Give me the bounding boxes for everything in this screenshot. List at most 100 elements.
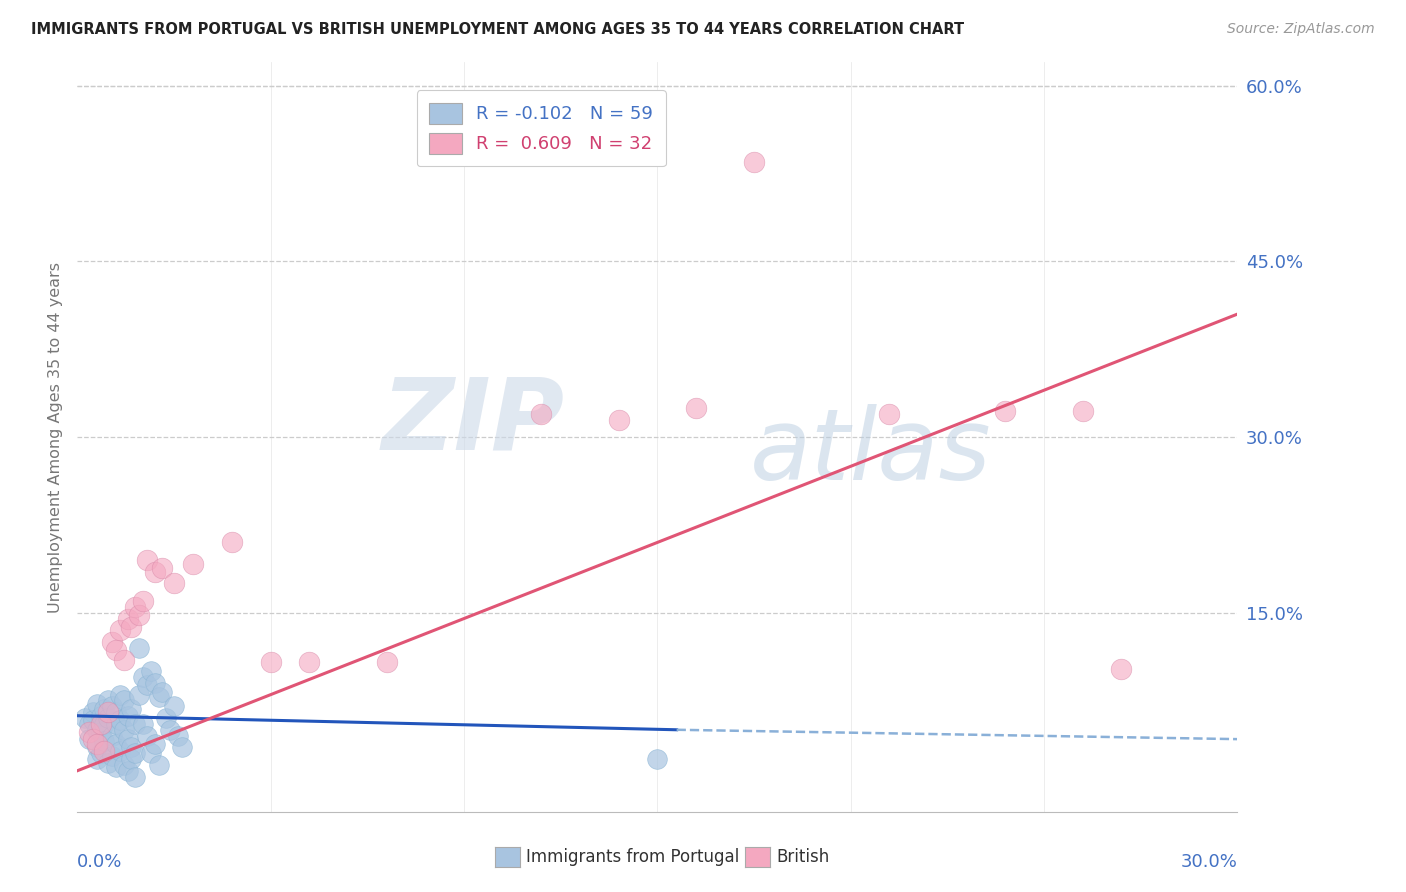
Text: IMMIGRANTS FROM PORTUGAL VS BRITISH UNEMPLOYMENT AMONG AGES 35 TO 44 YEARS CORRE: IMMIGRANTS FROM PORTUGAL VS BRITISH UNEM… bbox=[31, 22, 965, 37]
Point bbox=[93, 717, 115, 731]
Point bbox=[117, 708, 139, 723]
Point bbox=[97, 756, 120, 770]
Text: Source: ZipAtlas.com: Source: ZipAtlas.com bbox=[1227, 22, 1375, 37]
Point bbox=[121, 620, 143, 634]
Point bbox=[1071, 404, 1094, 418]
Point bbox=[143, 565, 166, 579]
Point bbox=[82, 732, 104, 747]
Point bbox=[117, 764, 139, 778]
Point bbox=[77, 732, 100, 747]
Point bbox=[132, 717, 155, 731]
Point bbox=[152, 685, 174, 699]
Point bbox=[97, 693, 120, 707]
Point bbox=[105, 717, 127, 731]
Text: ZIP: ZIP bbox=[381, 374, 565, 471]
Point bbox=[93, 744, 115, 758]
Point bbox=[93, 701, 115, 715]
Point bbox=[101, 748, 124, 763]
Point bbox=[117, 732, 139, 747]
Point bbox=[136, 678, 159, 692]
Point bbox=[105, 737, 127, 751]
Point bbox=[298, 655, 321, 669]
Point bbox=[132, 670, 155, 684]
Point bbox=[124, 599, 146, 614]
Point bbox=[86, 697, 108, 711]
Point bbox=[121, 740, 143, 755]
Point bbox=[90, 725, 111, 739]
Point bbox=[90, 746, 111, 760]
Point bbox=[93, 734, 115, 748]
Point bbox=[143, 737, 166, 751]
Point bbox=[128, 608, 150, 623]
Point bbox=[101, 699, 124, 714]
Point bbox=[86, 752, 108, 766]
Point bbox=[166, 729, 188, 743]
Point bbox=[1111, 662, 1133, 676]
Point bbox=[75, 711, 96, 725]
Point bbox=[108, 714, 131, 728]
Point bbox=[143, 676, 166, 690]
Y-axis label: Unemployment Among Ages 35 to 44 years: Unemployment Among Ages 35 to 44 years bbox=[48, 261, 63, 613]
Point bbox=[128, 688, 150, 702]
Point bbox=[86, 737, 108, 751]
Point bbox=[86, 740, 108, 755]
Point bbox=[108, 688, 131, 702]
Point bbox=[685, 401, 707, 415]
Point bbox=[90, 717, 111, 731]
Point bbox=[128, 640, 150, 655]
Point bbox=[112, 758, 135, 772]
Point bbox=[124, 717, 146, 731]
Text: Immigrants from Portugal: Immigrants from Portugal bbox=[526, 848, 740, 866]
Point bbox=[183, 557, 205, 571]
Point bbox=[124, 746, 146, 760]
Point bbox=[221, 535, 243, 549]
Point bbox=[742, 155, 765, 169]
Point bbox=[101, 635, 124, 649]
Point bbox=[97, 711, 120, 725]
Point bbox=[112, 693, 135, 707]
Point bbox=[994, 404, 1017, 418]
Point bbox=[90, 708, 111, 723]
Point bbox=[647, 752, 669, 766]
Legend: R = -0.102   N = 59, R =  0.609   N = 32: R = -0.102 N = 59, R = 0.609 N = 32 bbox=[416, 90, 666, 166]
Point bbox=[112, 652, 135, 666]
Point bbox=[77, 717, 100, 731]
Point bbox=[139, 746, 162, 760]
Text: 30.0%: 30.0% bbox=[1181, 853, 1237, 871]
Point bbox=[260, 655, 283, 669]
Point bbox=[607, 412, 630, 426]
Point bbox=[136, 553, 159, 567]
Point bbox=[148, 758, 170, 772]
Point bbox=[77, 725, 100, 739]
Point bbox=[108, 624, 131, 638]
Point bbox=[132, 594, 155, 608]
Point bbox=[82, 714, 104, 728]
Point bbox=[105, 705, 127, 719]
Point bbox=[375, 655, 398, 669]
Point bbox=[530, 407, 553, 421]
Point bbox=[86, 723, 108, 737]
Point bbox=[170, 740, 193, 755]
Point bbox=[124, 770, 146, 784]
Point bbox=[148, 690, 170, 704]
Text: atlas: atlas bbox=[751, 403, 991, 500]
Point bbox=[105, 643, 127, 657]
Point bbox=[117, 611, 139, 625]
Point bbox=[163, 576, 186, 591]
Point bbox=[112, 723, 135, 737]
Point bbox=[152, 561, 174, 575]
Point bbox=[97, 705, 120, 719]
Text: British: British bbox=[776, 848, 830, 866]
Point bbox=[121, 701, 143, 715]
Point bbox=[101, 729, 124, 743]
Point bbox=[159, 723, 181, 737]
Point bbox=[108, 744, 131, 758]
Text: 0.0%: 0.0% bbox=[77, 853, 122, 871]
Point bbox=[121, 752, 143, 766]
Point bbox=[163, 699, 186, 714]
Point bbox=[105, 760, 127, 774]
Point bbox=[877, 407, 901, 421]
Point bbox=[136, 729, 159, 743]
Point bbox=[82, 705, 104, 719]
Point bbox=[139, 664, 162, 678]
